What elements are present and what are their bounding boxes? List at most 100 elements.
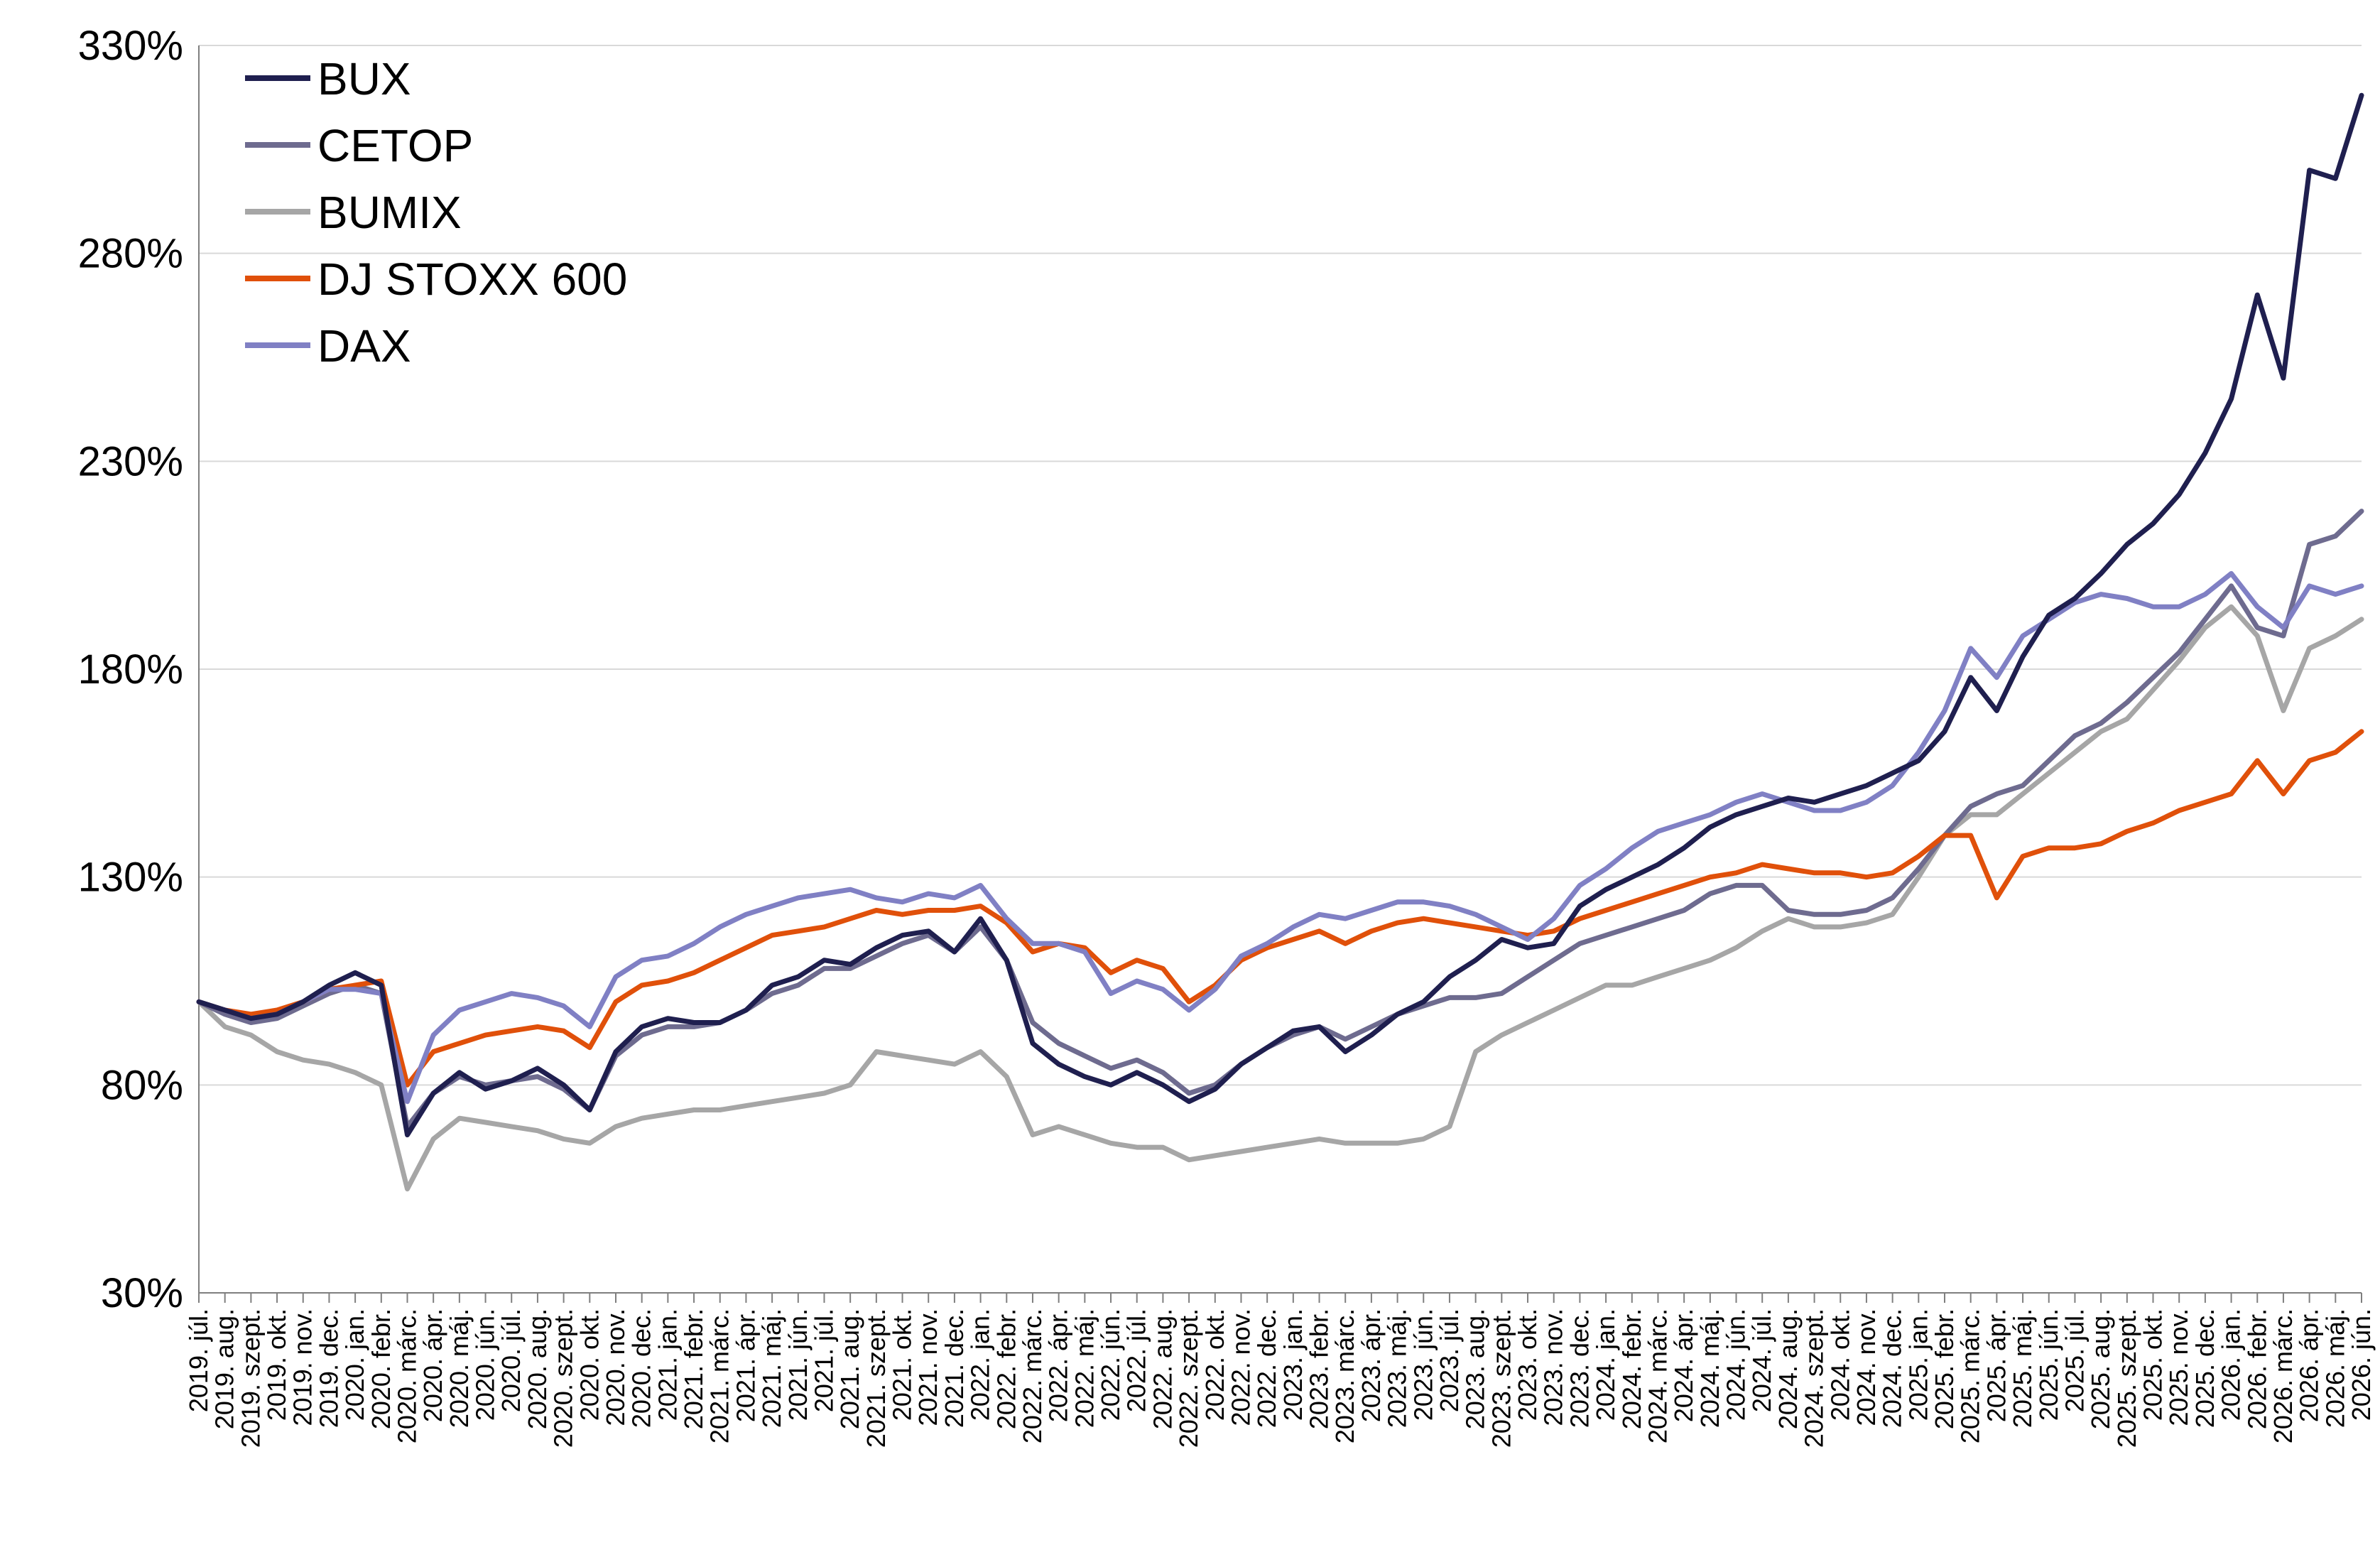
x-tick-label: 2021. okt. <box>888 1308 917 1421</box>
x-tick-label: 2023. szept. <box>1487 1308 1516 1448</box>
x-tick-label: 2022. szept. <box>1174 1308 1203 1448</box>
y-tick-label: 180% <box>78 646 183 693</box>
x-tick-label: 2019. aug. <box>210 1308 239 1429</box>
legend-label: DAX <box>317 320 411 372</box>
x-tick-label: 2020. nov. <box>601 1308 630 1426</box>
x-tick-label: 2020. okt. <box>575 1308 604 1421</box>
x-tick-label: 2022. ápr. <box>1044 1308 1073 1422</box>
x-tick-label: 2026. ápr. <box>2295 1308 2324 1422</box>
y-tick-label: 280% <box>78 231 183 277</box>
x-tick-label: 2022. jún. <box>1096 1308 1125 1421</box>
x-axis: 2019. júl.2019. aug.2019. szept.2019. ok… <box>184 1292 2376 1448</box>
series-line-bux <box>196 92 2364 1138</box>
x-tick-label: 2024. okt. <box>1825 1308 1854 1421</box>
x-tick-label: 2021. jan. <box>653 1308 682 1421</box>
x-tick-label: 2025. okt. <box>2139 1308 2168 1421</box>
x-tick-label: 2020. ápr. <box>418 1308 447 1422</box>
x-tick-label: 2024. dec. <box>1878 1308 1907 1428</box>
x-tick-label: 2022. nov. <box>1226 1308 1255 1426</box>
x-tick-label: 2020. aug. <box>523 1308 552 1429</box>
x-tick-label: 2021. ápr. <box>731 1308 760 1422</box>
x-tick-label: 2025. febr. <box>1930 1308 1959 1429</box>
x-tick-label: 2023. máj. <box>1383 1308 1412 1428</box>
x-tick-label: 2026. jan. <box>2217 1308 2246 1421</box>
gridlines <box>199 45 2362 1086</box>
x-tick-label: 2024. jún. <box>1722 1308 1751 1421</box>
x-tick-label: 2023. márc. <box>1330 1308 1359 1443</box>
x-tick-label: 2019. dec. <box>314 1308 343 1428</box>
x-tick-label: 2026. febr. <box>2242 1308 2271 1429</box>
x-tick-label: 2022. máj. <box>1070 1308 1099 1428</box>
x-tick-label: 2021. aug. <box>835 1308 864 1429</box>
x-tick-label: 2025. nov. <box>2164 1308 2193 1426</box>
legend-label: BUX <box>317 53 411 104</box>
x-tick-label: 2023. ápr. <box>1357 1308 1386 1422</box>
x-tick-label: 2020. jan. <box>340 1308 369 1421</box>
x-tick-label: 2023. febr. <box>1305 1308 1334 1429</box>
y-tick-label: 30% <box>101 1270 183 1316</box>
series-line-dj-stoxx-600 <box>196 729 2364 1088</box>
x-tick-label: 2022. febr. <box>991 1308 1021 1429</box>
x-tick-label: 2025. szept. <box>2112 1308 2141 1448</box>
y-tick-label: 130% <box>78 855 183 901</box>
x-tick-label: 2021. márc. <box>705 1308 734 1443</box>
y-axis: 330% 280% 230% 180% 130% 80% 30% <box>78 23 200 1316</box>
x-tick-label: 2021. dec. <box>940 1308 969 1428</box>
x-tick-label: 2022. júl. <box>1122 1308 1151 1412</box>
x-tick-label: 2025. júl. <box>2060 1308 2089 1412</box>
x-tick-label: 2020. jún. <box>471 1308 500 1421</box>
x-tick-label: 2024. szept. <box>1800 1308 1829 1448</box>
x-tick-label: 2020. szept. <box>549 1308 578 1448</box>
series-line-cetop <box>196 509 2364 1129</box>
x-tick-label: 2023. aug. <box>1461 1308 1490 1429</box>
x-tick-label: 2019. júl. <box>184 1308 213 1412</box>
x-tick-label: 2020. máj. <box>445 1308 474 1428</box>
x-tick-label: 2020. febr. <box>366 1308 396 1429</box>
x-tick-label: 2024. júl. <box>1747 1308 1776 1412</box>
x-tick-label: 2021. szept. <box>862 1308 891 1448</box>
x-tick-label: 2024. aug. <box>1773 1308 1803 1429</box>
x-tick-label: 2019. nov. <box>288 1308 317 1426</box>
x-tick-label: 2023. okt. <box>1513 1308 1542 1421</box>
x-tick-label: 2023. nov. <box>1539 1308 1568 1426</box>
x-tick-label: 2021. febr. <box>679 1308 708 1429</box>
x-tick-label: 2019. okt. <box>262 1308 291 1421</box>
x-tick-label: 2021. jún. <box>783 1308 813 1421</box>
series-lines <box>196 92 2364 1192</box>
x-tick-label: 2026. máj. <box>2320 1308 2349 1428</box>
x-tick-label: 2021. máj. <box>757 1308 786 1428</box>
series-line-bumix <box>196 604 2364 1192</box>
x-tick-label: 2024. febr. <box>1617 1308 1646 1429</box>
y-tick-label: 330% <box>78 23 183 69</box>
x-tick-label: 2025. aug. <box>2086 1308 2115 1429</box>
x-tick-label: 2025. ápr. <box>1982 1308 2011 1422</box>
x-tick-label: 2025. máj. <box>2008 1308 2037 1428</box>
x-tick-label: 2024. jan. <box>1591 1308 1620 1421</box>
x-tick-label: 2022. dec. <box>1252 1308 1281 1428</box>
x-tick-label: 2021. júl. <box>809 1308 838 1412</box>
x-tick-label: 2025. márc. <box>1956 1308 1985 1443</box>
x-tick-label: 2020. júl. <box>496 1308 526 1412</box>
legend-label: DJ STOXX 600 <box>317 254 627 305</box>
x-tick-label: 2023. júl. <box>1435 1308 1464 1412</box>
x-tick-label: 2023. dec. <box>1565 1308 1594 1428</box>
x-tick-label: 2020. márc. <box>392 1308 421 1443</box>
x-tick-label: 2025. dec. <box>2190 1308 2219 1428</box>
x-tick-label: 2023. jún. <box>1408 1308 1438 1421</box>
x-tick-label: 2024. nov. <box>1852 1308 1881 1426</box>
x-tick-label: 2019. szept. <box>236 1308 265 1448</box>
x-tick-label: 2022. jan. <box>966 1308 995 1421</box>
series-line-dax <box>196 570 2364 1105</box>
x-tick-label: 2021. nov. <box>913 1308 942 1426</box>
legend: BUX CETOP BUMIX DJ STOXX 600 DAX <box>245 53 627 372</box>
y-tick-label: 80% <box>101 1062 183 1108</box>
x-tick-label: 2024. márc. <box>1643 1308 1672 1443</box>
x-tick-label: 2022. okt. <box>1200 1308 1229 1421</box>
x-tick-label: 2026. jún. <box>2347 1308 2376 1421</box>
x-tick-label: 2025. jan. <box>1903 1308 1933 1421</box>
x-tick-label: 2020. dec. <box>627 1308 656 1428</box>
x-tick-label: 2025. jún. <box>2034 1308 2063 1421</box>
x-tick-label: 2023. jan. <box>1278 1308 1308 1421</box>
x-tick-label: 2026. márc. <box>2268 1308 2298 1443</box>
